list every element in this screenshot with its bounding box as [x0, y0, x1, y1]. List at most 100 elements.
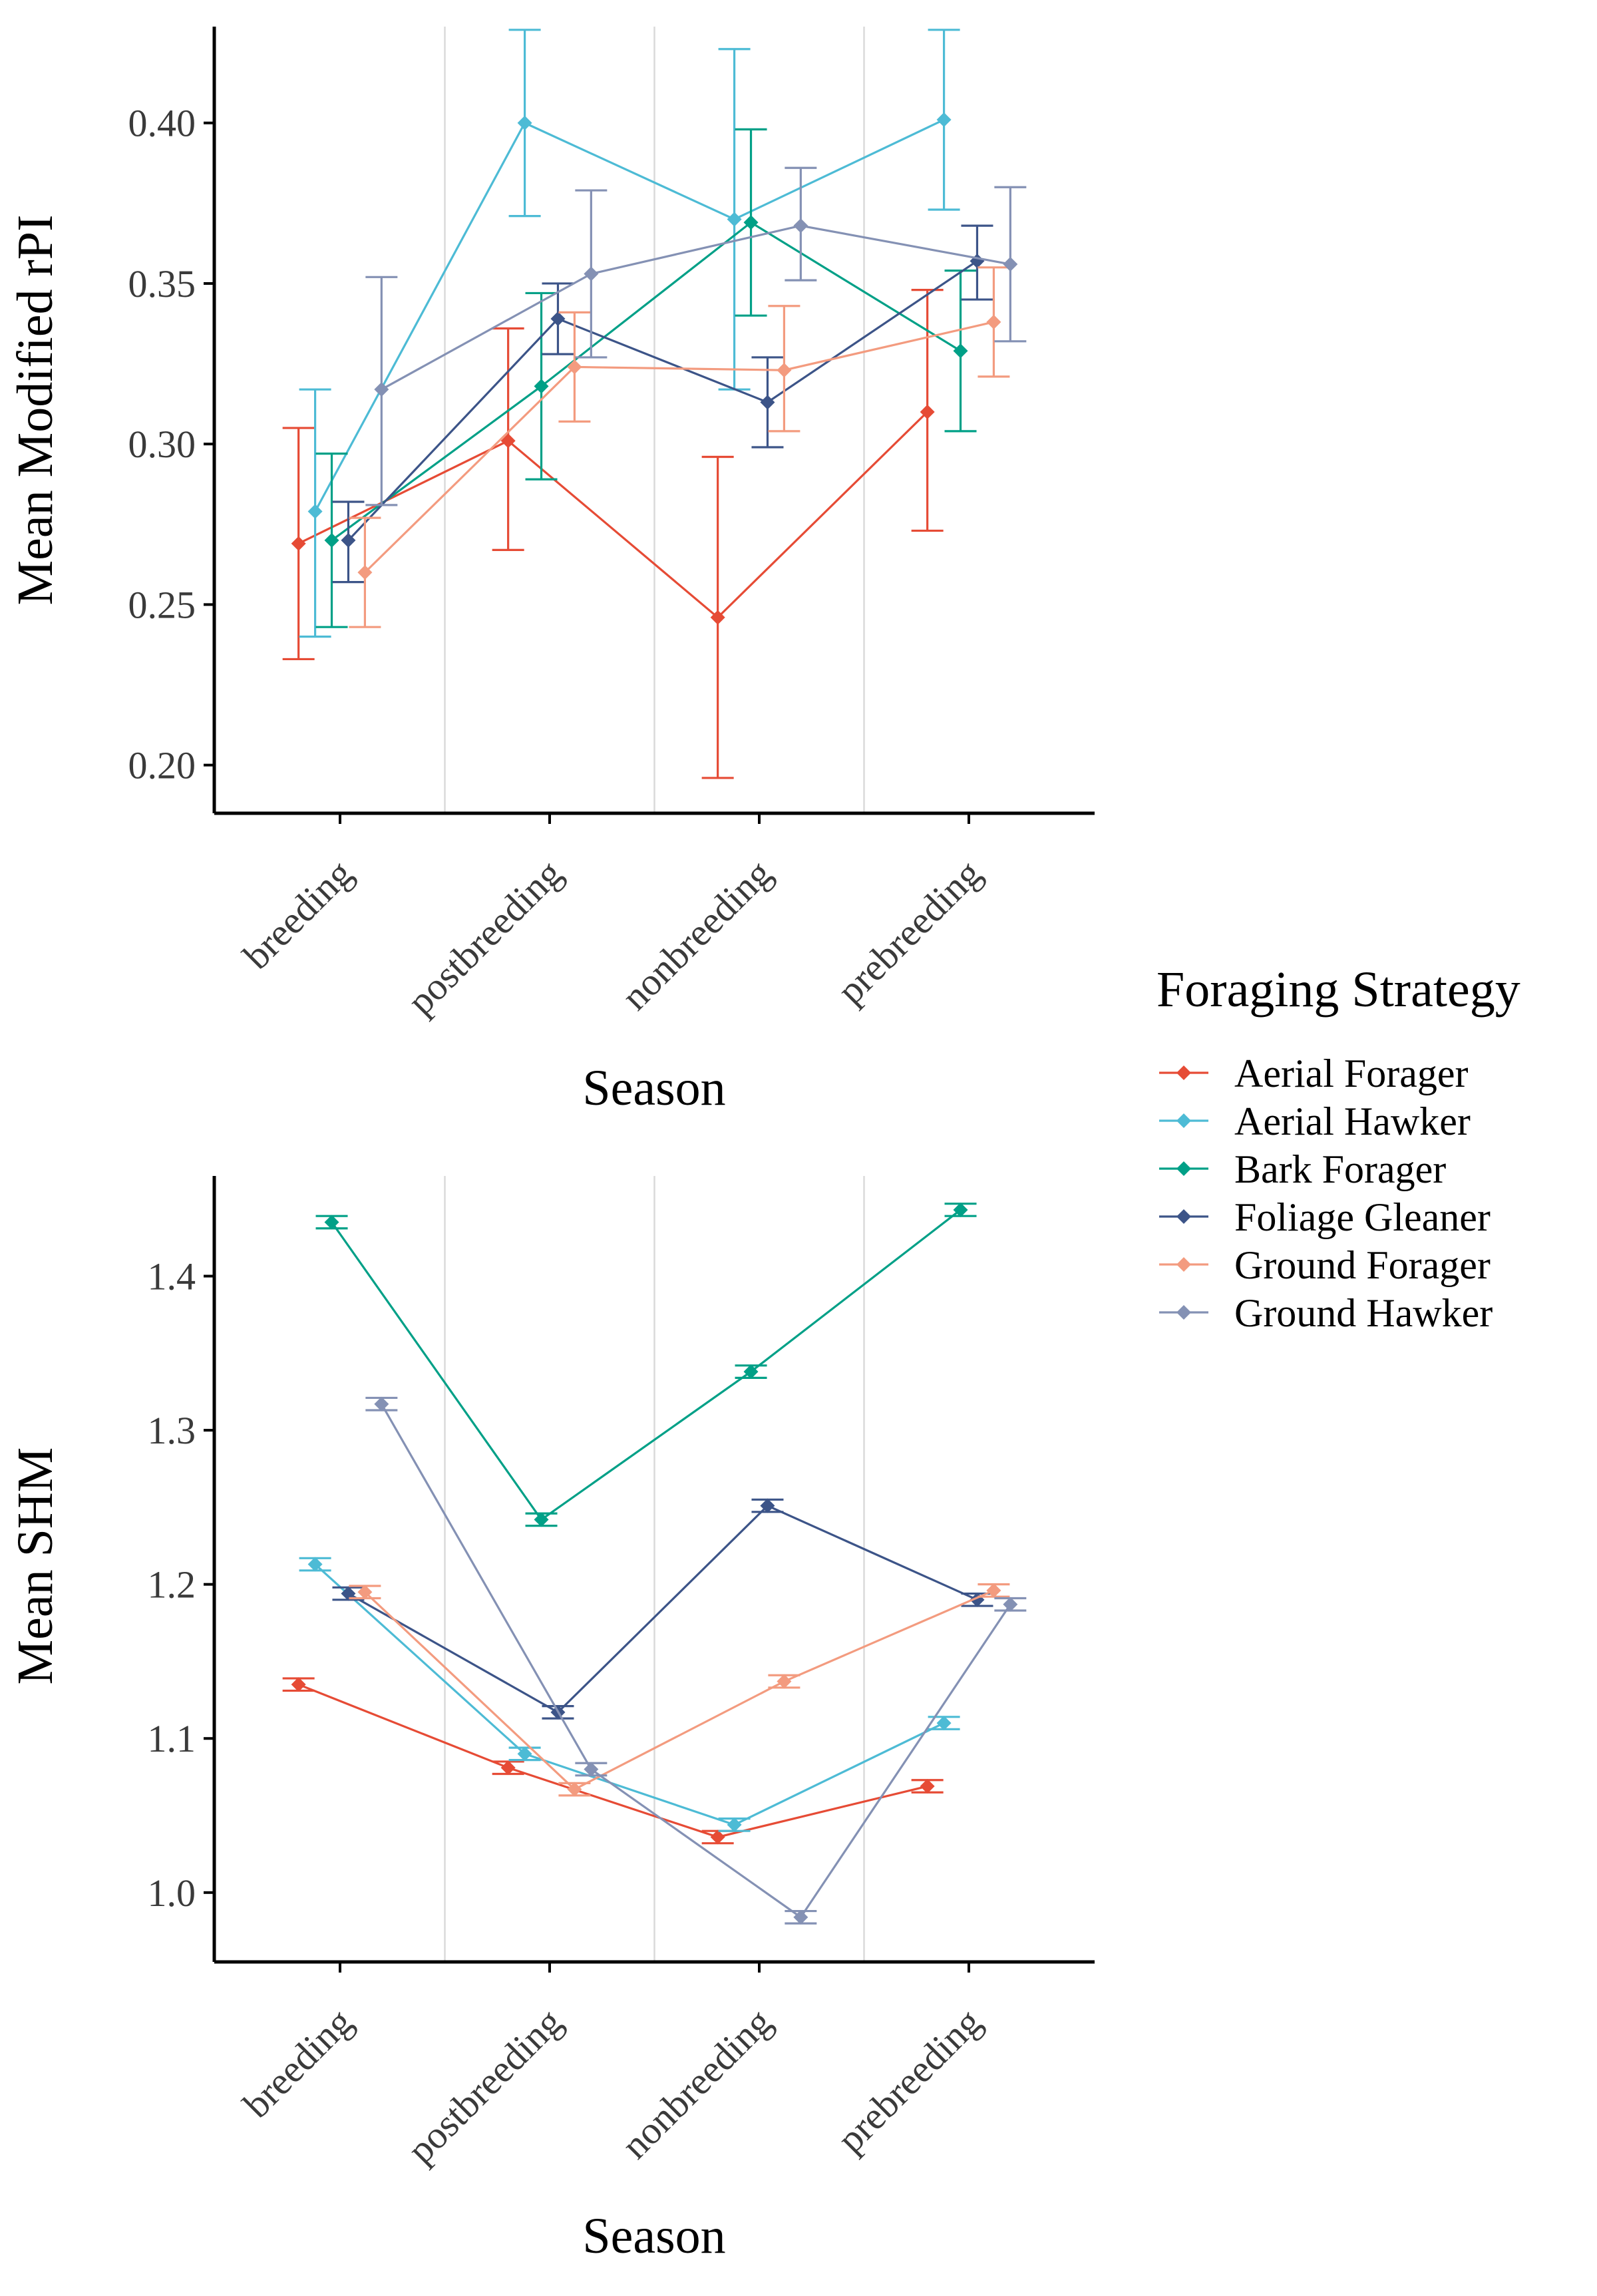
rpi-y-ticks: 0.20 0.25 0.30 0.35 0.40: [128, 102, 214, 787]
shm-x-tick-label: breeding: [235, 2000, 361, 2126]
rpi-series-ground-forager: [349, 266, 1010, 628]
shm-series-ground-hawker: [365, 1396, 1027, 1925]
shm-line-aerial-forager: [298, 1683, 928, 1839]
rpi-point: [777, 363, 792, 378]
rpi-point: [760, 395, 775, 410]
shm-series: [282, 1202, 1027, 1925]
shm-y-tick-label: 1.3: [148, 1409, 196, 1452]
rpi-point: [341, 532, 356, 548]
shm-point: [357, 1585, 373, 1600]
shm-line-aerial-hawker: [314, 1563, 945, 1826]
rpi-point: [710, 610, 725, 625]
rpi-axes: [212, 27, 1095, 815]
shm-point: [936, 1716, 952, 1731]
shm-point: [777, 1674, 792, 1689]
rpi-series-bark-forager: [315, 128, 977, 628]
rpi-panel: 0.20 0.25 0.30 0.35 0.40 breeding postbreedin…: [7, 27, 1095, 1116]
legend-key-point: [1176, 1113, 1191, 1128]
shm-y-ticks: 1.0 1.1 1.2 1.3 1.4: [148, 1255, 214, 1915]
rpi-y-tick-label: 0.20: [128, 744, 196, 787]
shm-point: [760, 1498, 775, 1513]
shm-point: [727, 1817, 742, 1832]
rpi-point: [534, 379, 549, 394]
shm-y-tick-label: 1.2: [148, 1563, 196, 1607]
legend-item-aerial-hawker: Aerial Hawker: [1159, 1099, 1471, 1143]
shm-point: [567, 1782, 582, 1797]
shm-series-aerial-hawker: [299, 1557, 960, 1832]
shm-point: [324, 1215, 339, 1230]
rpi-line-ground-forager: [364, 321, 994, 574]
rpi-series: [282, 29, 1027, 779]
legend-key-point: [1176, 1065, 1191, 1080]
shm-y-tick-label: 1.1: [148, 1717, 196, 1760]
rpi-y-tick-label: 0.30: [128, 423, 196, 466]
legend-title: Foraging Strategy: [1156, 962, 1520, 1018]
rpi-point: [953, 343, 968, 359]
rpi-line-ground-hawker: [381, 224, 1011, 391]
shm-x-ticks: breeding postbreeding nonbreeding prebreedi…: [235, 1962, 989, 2172]
rpi-y-tick-label: 0.35: [128, 262, 196, 305]
legend-label: Aerial Forager: [1234, 1052, 1469, 1095]
shm-point: [793, 1909, 808, 1925]
legend-item-ground-hawker: Ground Hawker: [1159, 1291, 1493, 1335]
shm-series-bark-forager: [315, 1202, 977, 1527]
rpi-series-ground-hawker: [365, 166, 1027, 506]
rpi-point: [584, 266, 599, 282]
rpi-point: [307, 504, 323, 519]
rpi-point: [793, 218, 808, 234]
rpi-point: [500, 433, 516, 449]
shm-point: [517, 1746, 532, 1762]
shm-point: [534, 1512, 549, 1527]
shm-point: [743, 1364, 759, 1380]
rpi-point: [517, 115, 532, 130]
rpi-x-axis-label: Season: [582, 1060, 725, 1116]
shm-x-axis-label: Season: [582, 2208, 725, 2264]
shm-point: [500, 1760, 516, 1776]
shm-series-foliage-gleaner: [332, 1498, 993, 1720]
rpi-x-tick-label: postbreeding: [399, 851, 570, 1023]
shm-point: [710, 1829, 725, 1845]
legend-item-aerial-forager: Aerial Forager: [1159, 1052, 1469, 1095]
shm-x-tick-label: postbreeding: [399, 2000, 570, 2172]
rpi-point: [567, 359, 582, 375]
shm-grid: [444, 1176, 865, 1962]
legend-item-bark-forager: Bark Forager: [1159, 1147, 1446, 1191]
legend-label: Bark Forager: [1234, 1147, 1446, 1191]
shm-axes: [212, 1176, 1095, 1964]
shm-series-aerial-forager: [282, 1677, 944, 1845]
shm-point: [584, 1762, 599, 1777]
shm-line-ground-hawker: [380, 1403, 1011, 1919]
rpi-line-aerial-hawker: [314, 118, 945, 512]
shm-y-tick-label: 1.4: [148, 1255, 196, 1298]
shm-point: [1003, 1597, 1018, 1612]
legend-label: Foliage Gleaner: [1234, 1195, 1491, 1239]
rpi-point: [936, 112, 952, 127]
rpi-x-tick-label: breeding: [235, 851, 361, 977]
rpi-point: [743, 215, 759, 230]
legend-item-ground-forager: Ground Forager: [1159, 1243, 1491, 1287]
shm-point: [986, 1583, 1001, 1598]
shm-line-bark-forager: [331, 1209, 962, 1521]
rpi-line-aerial-forager: [297, 411, 928, 619]
rpi-y-tick-label: 0.40: [128, 102, 196, 145]
shm-x-tick-label: nonbreeding: [613, 2000, 780, 2167]
rpi-line-bark-forager: [331, 221, 962, 542]
legend-key-point: [1176, 1305, 1191, 1320]
shm-line-ground-forager: [364, 1589, 995, 1791]
rpi-point: [324, 532, 339, 548]
shm-y-tick-label: 1.0: [148, 1871, 196, 1915]
rpi-series-foliage-gleaner: [332, 224, 993, 584]
rpi-point: [920, 404, 935, 419]
rpi-point: [970, 254, 985, 269]
rpi-point: [357, 565, 373, 580]
shm-point: [307, 1557, 323, 1572]
rpi-line-foliage-gleaner: [347, 260, 978, 542]
legend-key-point: [1176, 1209, 1191, 1224]
shm-y-axis-label: Mean SHM: [7, 1447, 63, 1685]
shm-x-tick-label: prebreeding: [828, 2000, 989, 2161]
shm-point: [920, 1779, 935, 1794]
rpi-point: [727, 212, 742, 227]
